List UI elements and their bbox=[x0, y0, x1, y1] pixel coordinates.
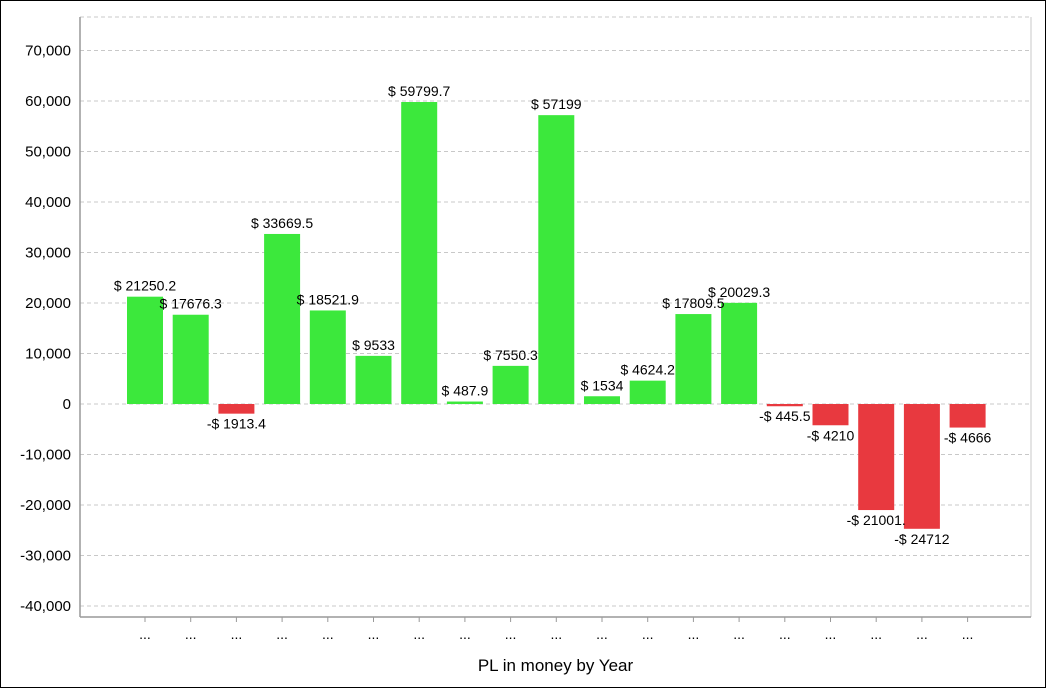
data-label: $ 487.9 bbox=[442, 383, 489, 399]
data-label: $ 4624.2 bbox=[620, 362, 675, 378]
data-label: $ 9533 bbox=[352, 337, 395, 353]
y-tick-label: 60,000 bbox=[25, 93, 71, 110]
bar bbox=[538, 115, 575, 404]
x-axis-ticks: ........................................… bbox=[139, 617, 973, 642]
data-label: -$ 24712 bbox=[894, 531, 949, 547]
x-tick-label: ... bbox=[688, 626, 700, 642]
y-tick-label: 10,000 bbox=[25, 346, 71, 363]
bar bbox=[675, 314, 712, 404]
data-label: -$ 4666 bbox=[944, 430, 992, 446]
bar bbox=[629, 380, 666, 404]
data-label: $ 57199 bbox=[531, 96, 582, 112]
x-tick-label: ... bbox=[413, 626, 425, 642]
bar bbox=[446, 401, 483, 404]
x-tick-label: ... bbox=[596, 626, 608, 642]
y-tick-label: -40,000 bbox=[20, 598, 71, 615]
bar bbox=[127, 296, 163, 404]
bar bbox=[264, 233, 301, 404]
x-tick-label: ... bbox=[185, 626, 197, 642]
data-label: $ 18521.9 bbox=[297, 291, 359, 307]
x-tick-label: ... bbox=[550, 626, 562, 642]
bar bbox=[172, 314, 209, 404]
bar bbox=[903, 404, 940, 529]
y-tick-label: 50,000 bbox=[25, 144, 71, 161]
x-tick-label: ... bbox=[368, 626, 380, 642]
bar bbox=[766, 404, 803, 407]
x-tick-label: ... bbox=[322, 626, 334, 642]
data-label: $ 17809.5 bbox=[662, 295, 724, 311]
x-tick-label: ... bbox=[870, 626, 882, 642]
y-tick-label: -20,000 bbox=[20, 497, 71, 514]
bar bbox=[492, 365, 529, 404]
x-tick-label: ... bbox=[916, 626, 928, 642]
data-label: $ 7550.3 bbox=[483, 347, 538, 363]
bar bbox=[309, 310, 346, 404]
bar bbox=[401, 102, 438, 405]
y-tick-label: -10,000 bbox=[20, 447, 71, 464]
x-tick-label: ... bbox=[139, 626, 151, 642]
y-tick-label: -30,000 bbox=[20, 548, 71, 565]
y-tick-label: 0 bbox=[63, 396, 71, 413]
x-axis-title: PL in money by Year bbox=[478, 656, 634, 675]
x-tick-label: ... bbox=[825, 626, 837, 642]
bar bbox=[812, 404, 849, 426]
bar bbox=[858, 404, 895, 511]
bars bbox=[127, 102, 986, 529]
x-tick-label: ... bbox=[231, 626, 243, 642]
x-tick-label: ... bbox=[459, 626, 471, 642]
y-tick-label: 30,000 bbox=[25, 245, 71, 262]
x-tick-label: ... bbox=[733, 626, 745, 642]
y-axis-ticks: 70,000 60,000 50,000 40,000 30,000 20,000 10,0… bbox=[20, 43, 71, 616]
x-tick-label: ... bbox=[779, 626, 791, 642]
y-tick-label: 40,000 bbox=[25, 194, 71, 211]
data-label: -$ 21001. bbox=[847, 512, 906, 528]
data-label: $ 17676.3 bbox=[160, 296, 222, 312]
data-label: $ 59799.7 bbox=[388, 83, 450, 99]
x-tick-label: ... bbox=[505, 626, 517, 642]
data-labels: $ 21250.2 $ 17676.3 -$ 1913.4 $ 33669.5 $ 18… bbox=[114, 83, 992, 547]
data-label: $ 21250.2 bbox=[114, 278, 176, 294]
bar bbox=[584, 396, 620, 404]
x-tick-label: ... bbox=[642, 626, 654, 642]
data-label: -$ 1913.4 bbox=[207, 416, 266, 432]
data-label: $ 1534 bbox=[581, 377, 624, 393]
y-tick-label: 20,000 bbox=[25, 295, 71, 312]
data-label: $ 20029.3 bbox=[708, 284, 770, 300]
y-tick-label: 70,000 bbox=[25, 43, 71, 60]
x-tick-label: ... bbox=[962, 626, 974, 642]
bar bbox=[218, 404, 255, 414]
data-label: -$ 4210 bbox=[807, 427, 855, 443]
data-label: -$ 445.5 bbox=[759, 408, 811, 424]
bar bbox=[949, 404, 986, 428]
bar bbox=[721, 302, 758, 404]
data-label: $ 33669.5 bbox=[251, 215, 313, 231]
bar bbox=[355, 355, 392, 404]
x-tick-label: ... bbox=[276, 626, 288, 642]
